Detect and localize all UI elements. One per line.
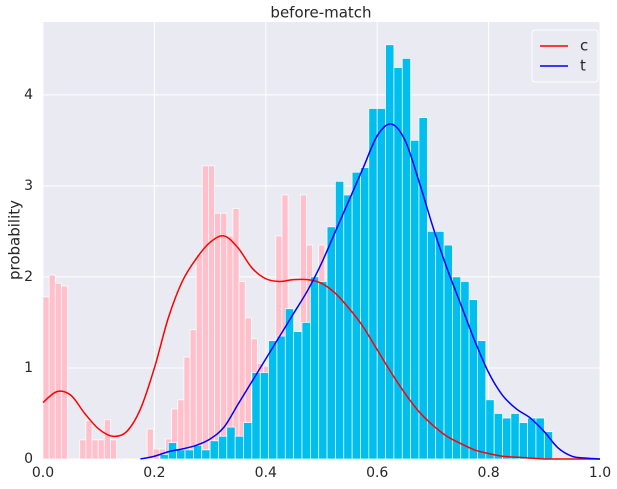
- histogram-bar: [103, 419, 111, 460]
- kde-line: [140, 123, 601, 460]
- histogram-bar: [493, 413, 503, 460]
- histogram-bar: [518, 422, 528, 460]
- histogram-bar: [220, 212, 228, 460]
- histogram-bar: [502, 417, 512, 460]
- histogram-bar: [468, 299, 478, 460]
- legend-label: c: [580, 37, 588, 55]
- histogram-bar: [418, 117, 428, 460]
- histogram-bar: [385, 44, 395, 460]
- histogram-bar: [276, 335, 286, 460]
- histogram-bar: [42, 296, 50, 460]
- histogram-bar: [176, 449, 186, 460]
- histogram-bar: [376, 108, 386, 460]
- histogram-bar: [195, 253, 203, 460]
- x-tick-label: 0.6: [366, 465, 388, 481]
- histogram-bar: [435, 231, 445, 460]
- histogram-bar: [485, 399, 495, 460]
- histogram-bar: [326, 226, 336, 460]
- histogram-bar: [226, 235, 234, 460]
- histogram-bar: [234, 435, 244, 460]
- x-tick-label: 0.8: [477, 465, 499, 481]
- x-tick-label: 0.0: [32, 465, 54, 481]
- histogram-bar: [91, 439, 99, 460]
- histogram-bar: [310, 276, 320, 460]
- chart-title: before-match: [270, 4, 371, 22]
- histogram-bar: [152, 448, 160, 460]
- histogram-bar: [201, 165, 209, 460]
- histogram-bar: [218, 435, 228, 460]
- histogram-bar: [452, 276, 462, 460]
- histogram-bar: [510, 413, 520, 460]
- y-axis-label: probability: [6, 200, 24, 280]
- histogram-bar: [183, 356, 191, 460]
- histogram-bar: [79, 439, 87, 460]
- histogram-bar: [85, 420, 93, 460]
- histogram-bar: [360, 167, 370, 460]
- histogram-bar: [293, 331, 303, 460]
- histogram-bar: [97, 439, 105, 460]
- histogram-bar: [259, 372, 269, 460]
- kde-line: [42, 235, 600, 460]
- x-tick-label: 0.4: [255, 465, 277, 481]
- histogram-bar: [208, 165, 215, 460]
- y-tick-label: 1: [24, 360, 33, 376]
- histogram-bar: [368, 108, 378, 460]
- legend-label: t: [580, 57, 586, 75]
- histogram-bar: [243, 422, 253, 460]
- histogram-bar: [351, 171, 361, 460]
- histogram-bar: [268, 340, 278, 460]
- x-tick-label: 1.0: [589, 465, 611, 481]
- histogram-bar: [284, 308, 295, 460]
- histogram-bar: [61, 285, 68, 460]
- histogram-bar: [343, 194, 353, 460]
- histogram-bar: [159, 454, 169, 460]
- histogram-bar: [201, 449, 211, 460]
- histogram-bar: [226, 426, 236, 460]
- histogram-bar: [48, 274, 56, 460]
- histogram-bar: [146, 428, 154, 460]
- y-tick-label: 2: [24, 269, 33, 285]
- histogram-bar: [110, 439, 117, 460]
- y-tick-label: 3: [24, 178, 33, 194]
- histogram-bar: [251, 372, 261, 460]
- y-tick-label: 0: [24, 451, 33, 467]
- histogram-bar: [54, 282, 62, 460]
- histogram-bar: [214, 212, 222, 460]
- histogram-bar: [189, 329, 197, 460]
- histogram-bar: [318, 281, 328, 460]
- histogram-bar: [184, 449, 194, 460]
- legend: [531, 29, 599, 83]
- histogram-bar: [193, 444, 203, 460]
- y-tick-label: 4: [24, 87, 33, 103]
- histogram-bar: [527, 417, 537, 460]
- histogram-bar: [301, 322, 311, 460]
- histogram-bar: [209, 440, 219, 460]
- histogram-bar: [443, 244, 453, 460]
- x-tick-label: 0.2: [143, 465, 165, 481]
